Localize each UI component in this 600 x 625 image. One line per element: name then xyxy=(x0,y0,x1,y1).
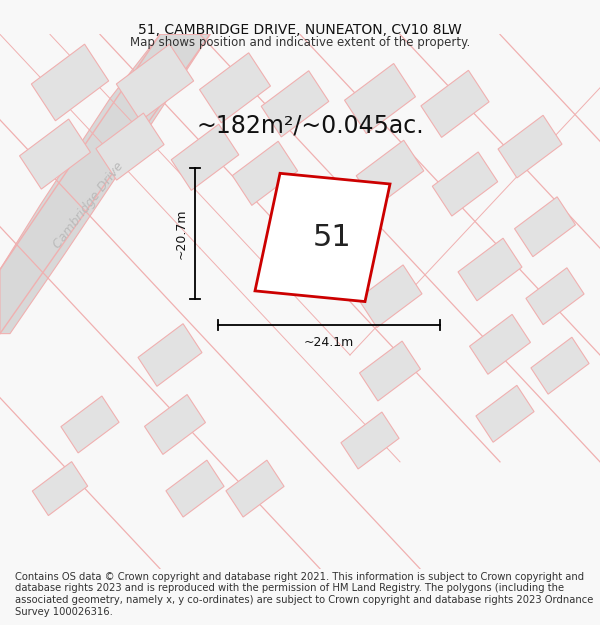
Polygon shape xyxy=(61,396,119,453)
Polygon shape xyxy=(476,386,534,442)
Polygon shape xyxy=(32,462,88,516)
Text: Contains OS data © Crown copyright and database right 2021. This information is : Contains OS data © Crown copyright and d… xyxy=(15,572,593,617)
Polygon shape xyxy=(531,338,589,394)
Text: ~20.7m: ~20.7m xyxy=(175,209,187,259)
Polygon shape xyxy=(145,394,205,454)
Polygon shape xyxy=(96,113,164,180)
Text: 51: 51 xyxy=(313,223,352,252)
Polygon shape xyxy=(0,34,210,334)
Polygon shape xyxy=(171,124,239,191)
Polygon shape xyxy=(498,115,562,178)
Text: ~24.1m: ~24.1m xyxy=(304,336,354,349)
Polygon shape xyxy=(358,265,422,328)
Text: Map shows position and indicative extent of the property.: Map shows position and indicative extent… xyxy=(130,36,470,49)
Polygon shape xyxy=(341,412,399,469)
Polygon shape xyxy=(138,324,202,386)
Polygon shape xyxy=(116,44,194,121)
Polygon shape xyxy=(526,268,584,324)
Polygon shape xyxy=(226,460,284,517)
Polygon shape xyxy=(20,119,91,189)
Text: 51, CAMBRIDGE DRIVE, NUNEATON, CV10 8LW: 51, CAMBRIDGE DRIVE, NUNEATON, CV10 8LW xyxy=(138,23,462,37)
Polygon shape xyxy=(356,140,424,206)
Polygon shape xyxy=(515,197,575,257)
Polygon shape xyxy=(166,460,224,517)
Polygon shape xyxy=(458,238,522,301)
Polygon shape xyxy=(433,152,497,216)
Polygon shape xyxy=(344,64,415,134)
Polygon shape xyxy=(232,141,298,206)
Text: ~182m²/~0.045ac.: ~182m²/~0.045ac. xyxy=(196,113,424,138)
Text: Cambridge Drive: Cambridge Drive xyxy=(50,159,126,251)
Polygon shape xyxy=(470,314,530,374)
Polygon shape xyxy=(255,173,390,301)
Polygon shape xyxy=(261,71,329,137)
Polygon shape xyxy=(200,52,271,123)
Polygon shape xyxy=(421,70,489,138)
Polygon shape xyxy=(31,44,109,121)
Polygon shape xyxy=(359,341,421,401)
